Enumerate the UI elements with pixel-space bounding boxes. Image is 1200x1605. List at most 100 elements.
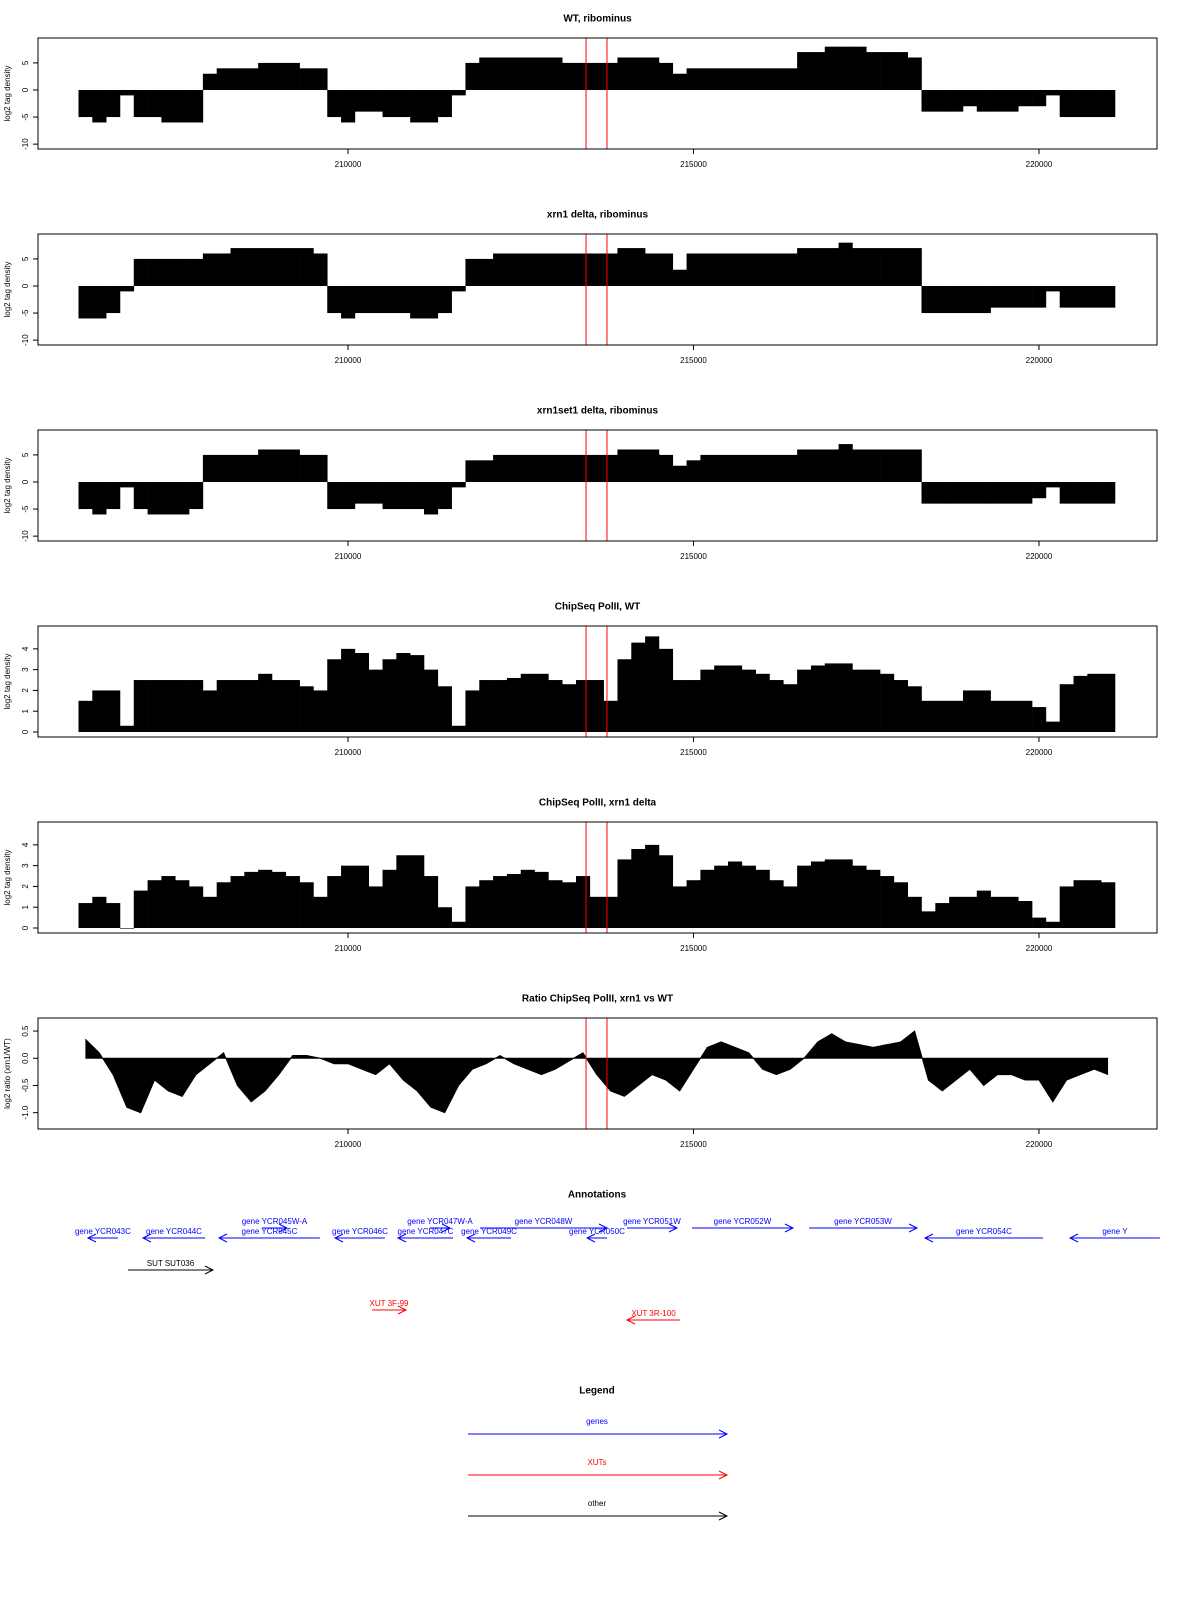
bar xyxy=(589,454,604,482)
bar xyxy=(921,911,936,929)
bar xyxy=(437,89,452,118)
bar xyxy=(202,690,217,733)
y-tick-label: 5 xyxy=(21,256,30,261)
bar xyxy=(396,855,411,929)
bar xyxy=(506,57,522,90)
bar xyxy=(1045,921,1061,929)
bar xyxy=(258,248,273,286)
legend-arrow xyxy=(468,1511,729,1521)
feature-arrow xyxy=(625,1315,681,1325)
bar xyxy=(589,896,604,929)
legend-arrow xyxy=(468,1470,729,1480)
bar xyxy=(797,449,812,482)
bar xyxy=(990,285,1005,308)
y-tick-label: 4 xyxy=(21,842,30,847)
bar xyxy=(810,52,826,90)
plot-frame xyxy=(37,625,1158,738)
bar xyxy=(493,454,508,482)
bar xyxy=(1032,917,1047,929)
bar xyxy=(783,68,798,90)
feature-label: gene YCR054C xyxy=(956,1227,1012,1236)
bar xyxy=(1059,886,1074,929)
bar xyxy=(783,454,798,482)
bar xyxy=(119,928,135,929)
bar xyxy=(658,648,674,733)
bar xyxy=(479,258,494,286)
bar xyxy=(368,481,383,504)
bar xyxy=(534,253,549,286)
feature-label: gene YCR052W xyxy=(714,1217,772,1226)
y-tick-label: 0 xyxy=(21,479,30,484)
bar xyxy=(506,253,522,286)
bar xyxy=(797,669,812,733)
bar xyxy=(479,57,494,90)
bar xyxy=(1101,882,1116,929)
bar xyxy=(866,52,881,90)
bar xyxy=(728,454,743,482)
bar xyxy=(603,62,618,90)
y-tick-label: 1 xyxy=(21,708,30,713)
bar xyxy=(880,248,895,286)
bar xyxy=(216,68,231,90)
chart-title: xrn1 delta, ribominus xyxy=(547,210,649,221)
bar xyxy=(175,680,190,733)
bar xyxy=(423,285,439,319)
bar xyxy=(258,673,273,733)
bar xyxy=(216,454,231,482)
bar xyxy=(1045,721,1061,733)
bar xyxy=(672,73,687,90)
bar xyxy=(783,253,798,286)
bar xyxy=(741,669,756,733)
bar xyxy=(451,89,466,96)
bar xyxy=(520,454,535,482)
bar xyxy=(1073,481,1088,504)
bar xyxy=(230,876,245,929)
y-tick-label: -5 xyxy=(21,309,30,317)
bar xyxy=(299,248,314,286)
bar xyxy=(949,89,964,112)
feature-label: SUT SUT036 xyxy=(147,1259,195,1268)
bar xyxy=(410,855,425,929)
feature-label: gene YCR044C xyxy=(146,1227,202,1236)
bar xyxy=(838,859,853,929)
bar xyxy=(907,449,922,482)
bar xyxy=(161,680,176,733)
y-tick-label: 5 xyxy=(21,60,30,65)
y-tick-label: 3 xyxy=(21,667,30,672)
bar xyxy=(866,248,881,286)
y-axis-label: log2 tag density xyxy=(3,261,12,317)
bar xyxy=(880,673,895,733)
y-axis-label: log2 tag density xyxy=(3,65,12,121)
bar xyxy=(603,700,618,733)
bar xyxy=(617,859,632,929)
bar xyxy=(147,481,162,515)
feature-arrow xyxy=(262,1223,289,1233)
feature-label: gene YCR049C xyxy=(461,1227,517,1236)
bar xyxy=(700,68,715,90)
x-tick-label: 215000 xyxy=(680,160,707,169)
bar xyxy=(299,454,314,482)
bar xyxy=(672,886,687,929)
bar xyxy=(755,454,770,482)
bar xyxy=(935,903,950,929)
bar xyxy=(548,253,563,286)
bar xyxy=(382,285,397,314)
x-tick-label: 220000 xyxy=(1026,944,1053,953)
bar xyxy=(1018,700,1033,733)
bar xyxy=(161,876,176,929)
bar xyxy=(797,865,812,929)
bar xyxy=(1004,896,1019,929)
bar xyxy=(202,454,217,482)
bar xyxy=(493,876,508,929)
bar xyxy=(658,62,674,90)
y-tick-label: -0.5 xyxy=(21,1078,30,1092)
bar xyxy=(106,903,121,929)
bar xyxy=(728,253,743,286)
bar xyxy=(797,52,812,90)
feature-arrow xyxy=(141,1233,206,1243)
bar xyxy=(520,869,535,929)
bar xyxy=(479,680,494,733)
bar xyxy=(907,686,922,733)
